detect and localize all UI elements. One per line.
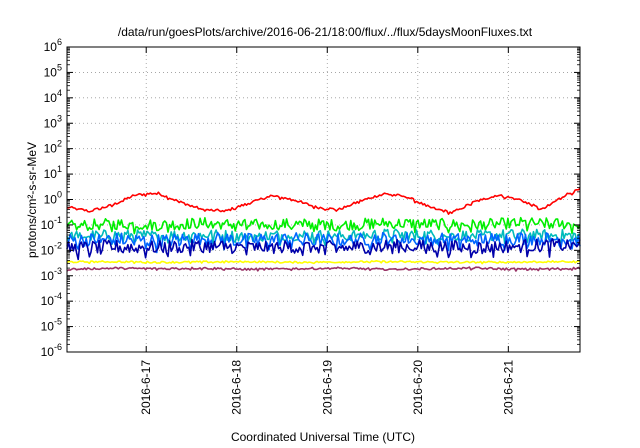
- y-tick-base: 10: [44, 91, 58, 105]
- x-tick-label: 2016-6-20: [411, 360, 425, 415]
- y-tick-label: 10-2: [41, 240, 62, 257]
- y-tick-exponent: 0: [57, 190, 62, 200]
- y-tick-base: 10: [41, 243, 55, 257]
- y-tick-exponent: 1: [57, 164, 62, 174]
- series-line: [66, 216, 581, 235]
- y-tick-label: 105: [44, 62, 62, 79]
- grid: [67, 47, 580, 352]
- series-layer: [66, 187, 581, 272]
- axis-ticks: [67, 46, 580, 353]
- y-tick-exponent: -6: [54, 342, 62, 352]
- x-tick-labels: 2016-6-17 2016-6-18 2016-6-19 2016-6-20 2016…: [139, 360, 515, 415]
- y-tick-base: 10: [44, 167, 58, 181]
- x-tick-label: 2016-6-19: [320, 360, 334, 415]
- y-tick-exponent: 6: [57, 37, 62, 47]
- y-tick-labels: 10-610-510-410-310-210-11001011021031041…: [41, 37, 62, 359]
- chart-title: /data/run/goesPlots/archive/2016-06-21/1…: [118, 25, 533, 39]
- y-tick-exponent: -5: [54, 317, 62, 327]
- series-line: [66, 231, 581, 254]
- x-tick-label: 2016-6-17: [139, 360, 153, 415]
- y-tick-label: 103: [44, 113, 62, 130]
- y-tick-label: 10-3: [41, 266, 62, 283]
- y-tick-exponent: 3: [57, 113, 62, 123]
- y-tick-base: 10: [44, 65, 58, 79]
- y-tick-base: 10: [44, 116, 58, 130]
- y-tick-exponent: -4: [54, 291, 62, 301]
- y-tick-base: 10: [41, 269, 55, 283]
- series-line: [66, 238, 581, 261]
- series-line: [66, 187, 581, 215]
- y-tick-exponent: -3: [54, 266, 62, 276]
- series-line: [66, 260, 581, 265]
- y-tick-base: 10: [41, 294, 55, 308]
- y-tick-label: 10-1: [41, 215, 62, 232]
- y-tick-label: 102: [44, 139, 62, 156]
- x-tick-label: 2016-6-21: [501, 360, 515, 415]
- y-tick-label: 104: [44, 88, 62, 105]
- y-tick-base: 10: [41, 320, 55, 334]
- y-tick-base: 10: [41, 218, 55, 232]
- y-tick-base: 10: [44, 193, 58, 207]
- y-tick-exponent: 5: [57, 62, 62, 72]
- y-tick-label: 10-5: [41, 317, 62, 334]
- y-tick-exponent: 2: [57, 139, 62, 149]
- y-tick-base: 10: [44, 40, 58, 54]
- x-tick-label: 2016-6-18: [230, 360, 244, 415]
- y-tick-label: 101: [44, 164, 62, 181]
- y-tick-exponent: -2: [54, 240, 62, 250]
- y-tick-base: 10: [41, 345, 55, 359]
- y-tick-label: 106: [44, 37, 62, 54]
- y-tick-label: 10-6: [41, 342, 62, 359]
- y-axis-label: protons/cm²-s-sr-MeV: [25, 142, 39, 258]
- series-line: [66, 266, 581, 272]
- x-axis-label: Coordinated Universal Time (UTC): [231, 430, 415, 444]
- y-tick-exponent: 4: [57, 88, 62, 98]
- y-tick-label: 10-4: [41, 291, 62, 308]
- y-tick-exponent: -1: [54, 215, 62, 225]
- y-tick-label: 100: [44, 190, 62, 207]
- y-tick-base: 10: [44, 142, 58, 156]
